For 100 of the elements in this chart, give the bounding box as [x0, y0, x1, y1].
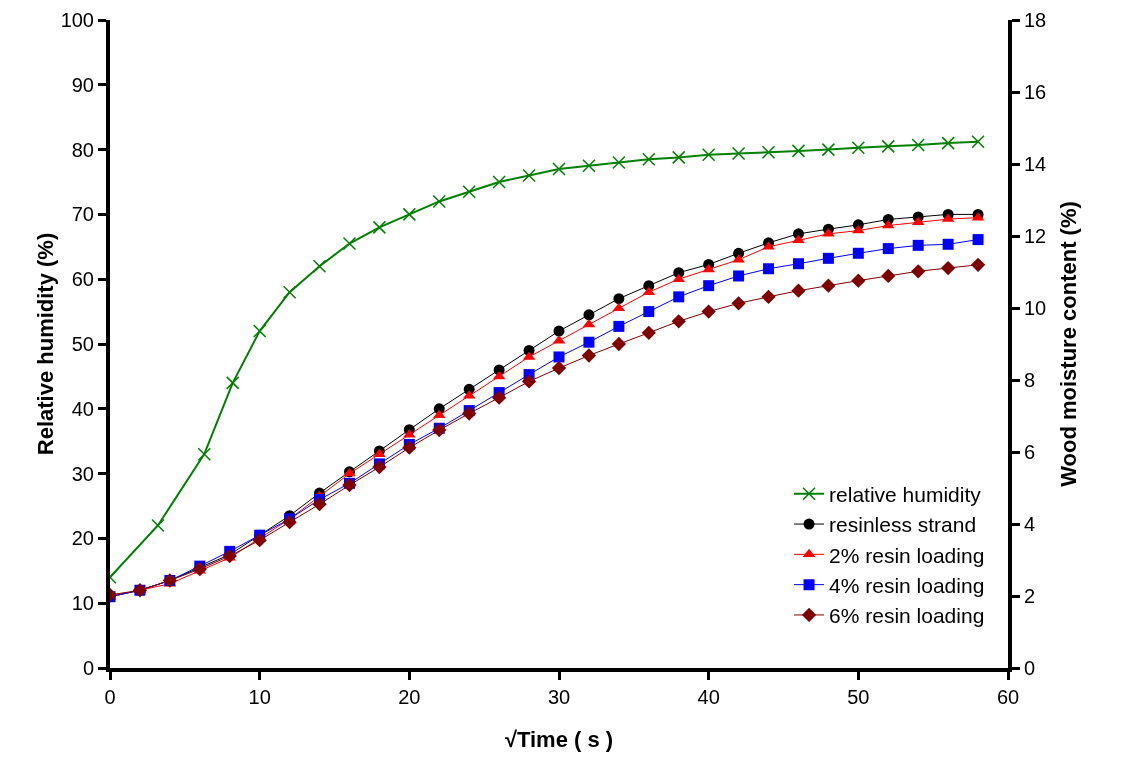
point [731, 146, 746, 161]
y2-tick-label: 12 [1024, 225, 1047, 247]
point [553, 351, 565, 363]
point [702, 263, 716, 273]
point [643, 306, 655, 318]
legend-label: 2% resin loading [829, 543, 985, 567]
point [763, 263, 775, 275]
point [792, 258, 804, 270]
y-tick-label: 50 [71, 333, 94, 355]
y2-tick-label: 14 [1024, 153, 1047, 175]
point [673, 291, 685, 303]
y-tick-label: 90 [71, 73, 94, 96]
y-axis-title: Relative humidity (%) [33, 232, 58, 456]
point [881, 139, 896, 154]
point [941, 136, 955, 150]
point [372, 459, 387, 475]
point [432, 194, 447, 209]
point [971, 135, 985, 149]
point [342, 236, 357, 251]
point [521, 374, 537, 389]
y2-tick-label: 8 [1024, 369, 1036, 391]
point [703, 280, 715, 292]
point [582, 159, 596, 173]
x-tick-label: 30 [547, 686, 571, 708]
point [671, 314, 686, 329]
point [733, 270, 745, 282]
point [821, 278, 836, 293]
y-tick-label: 80 [71, 138, 94, 161]
point [912, 239, 924, 251]
point [881, 268, 896, 284]
point [852, 247, 864, 259]
point [972, 234, 984, 246]
point [402, 207, 417, 222]
y-tick-label: 20 [71, 527, 94, 550]
point [911, 264, 926, 279]
point [970, 257, 986, 272]
x-axis-title: √Time ( s ) [504, 727, 614, 752]
point [491, 390, 507, 405]
y-tick-label: 60 [71, 268, 94, 291]
x-tick-label: 20 [398, 686, 421, 708]
y2-axis-title: Wood moisture content (%) [1056, 201, 1081, 487]
point [581, 348, 597, 363]
point [252, 533, 267, 548]
point [761, 145, 776, 159]
point [492, 370, 506, 380]
point [282, 285, 297, 299]
y2-tick-label: 16 [1024, 81, 1047, 103]
point [791, 144, 806, 158]
legend-label: relative humidity [829, 482, 982, 506]
point [611, 336, 627, 352]
point [671, 150, 686, 165]
point [342, 477, 357, 493]
y2-tick-label: 0 [1024, 657, 1036, 679]
legend-label: resinless strand [829, 513, 977, 537]
y-tick-label: 100 [60, 9, 94, 31]
point [701, 148, 716, 162]
point [462, 184, 476, 199]
point [551, 360, 567, 376]
point [612, 302, 626, 312]
y2-tick-label: 10 [1024, 297, 1047, 319]
point [822, 252, 834, 264]
point [372, 220, 387, 235]
point [462, 406, 477, 421]
point [151, 518, 165, 533]
point [613, 293, 625, 305]
y2-tick-label: 2 [1024, 585, 1036, 607]
point [613, 320, 625, 332]
point [851, 140, 866, 155]
point [792, 234, 805, 244]
y-tick-label: 10 [71, 592, 94, 615]
point [312, 259, 327, 273]
x-tick-label: 60 [996, 686, 1020, 708]
point [252, 324, 267, 338]
y2-tick-label: 18 [1024, 9, 1047, 31]
point [522, 168, 536, 183]
y2-tick-label: 4 [1024, 513, 1036, 535]
point [432, 422, 447, 438]
y-tick-label: 70 [71, 203, 94, 226]
x-tick-label: 50 [847, 686, 870, 708]
point [225, 376, 240, 390]
y-tick-label: 40 [71, 397, 94, 420]
y-tick-label: 0 [82, 657, 94, 679]
y-tick-label: 30 [71, 462, 94, 485]
point [583, 309, 595, 321]
point [882, 243, 894, 255]
point [731, 296, 746, 311]
point [402, 440, 417, 455]
point [911, 138, 925, 152]
x-tick-label: 10 [248, 686, 271, 708]
point [552, 162, 566, 176]
point [821, 142, 836, 157]
point [851, 273, 866, 288]
point [583, 336, 595, 348]
point [940, 260, 956, 276]
point [197, 447, 212, 461]
point [761, 289, 776, 304]
point [791, 283, 806, 298]
point [312, 497, 327, 512]
point [492, 175, 506, 189]
legend-label: 4% resin loading [829, 573, 985, 597]
